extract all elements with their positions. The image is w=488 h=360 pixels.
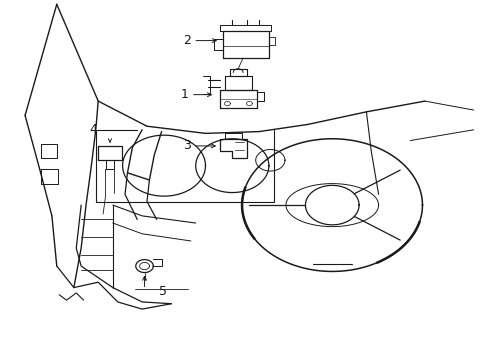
Text: 5: 5 (159, 285, 167, 298)
Text: 4: 4 (89, 123, 97, 136)
Text: 2: 2 (183, 34, 190, 47)
Text: 1: 1 (180, 88, 188, 101)
Text: 3: 3 (183, 139, 190, 152)
